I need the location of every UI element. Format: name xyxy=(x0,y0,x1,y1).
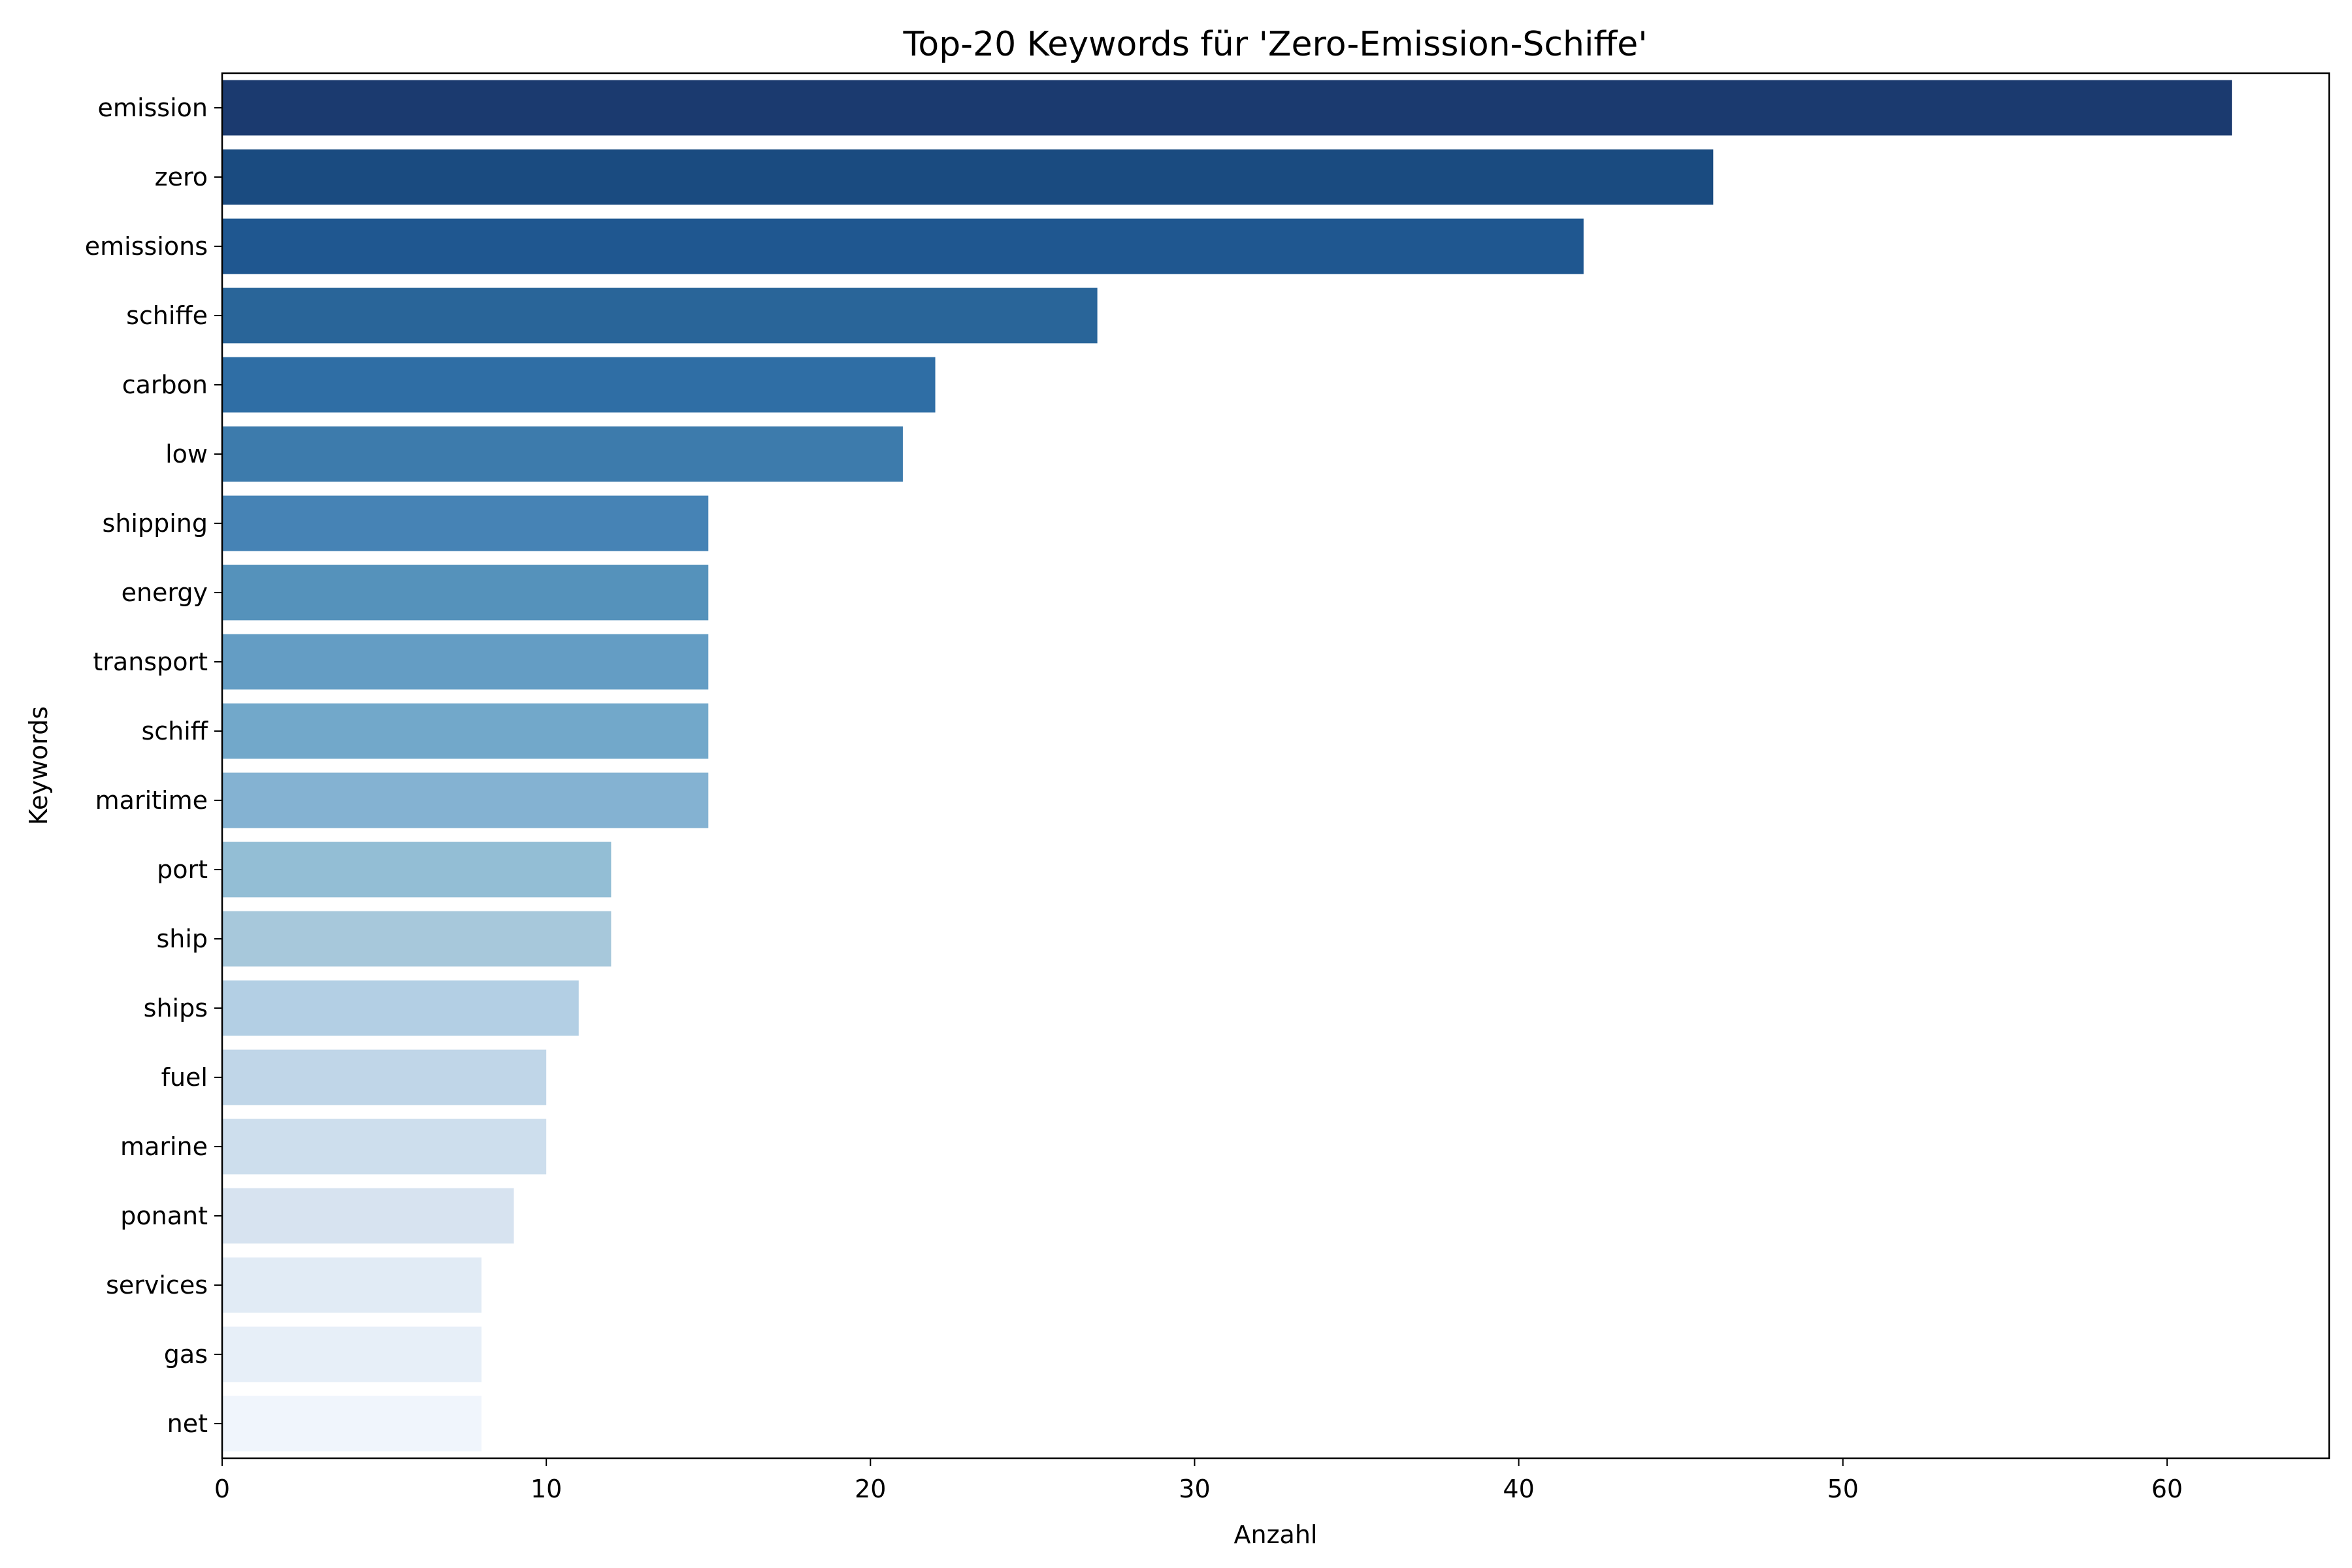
bar-services xyxy=(222,1257,482,1313)
y-tick-label: shipping xyxy=(103,509,208,538)
y-tick-label: marine xyxy=(120,1132,208,1161)
y-tick-label: zero xyxy=(155,163,208,191)
y-tick-label: services xyxy=(106,1271,208,1299)
y-tick-label: fuel xyxy=(161,1063,208,1092)
x-tick-label: 30 xyxy=(1179,1475,1210,1503)
bar-ships xyxy=(222,980,579,1036)
y-tick-label: emission xyxy=(98,93,208,122)
bar-ponant xyxy=(222,1188,514,1244)
bar-maritime xyxy=(222,772,709,828)
bars-group xyxy=(222,80,2232,1452)
y-tick-label: ship xyxy=(156,924,208,953)
x-axis-ticks: 0 10 20 30 40 50 60 xyxy=(214,1458,2183,1503)
bar-low xyxy=(222,426,903,482)
y-tick-label: gas xyxy=(164,1340,208,1369)
y-tick-label: emissions xyxy=(85,232,208,261)
bar-energy xyxy=(222,564,709,621)
x-tick-label: 10 xyxy=(531,1475,562,1503)
chart-title: Top-20 Keywords für 'Zero-Emission-Schif… xyxy=(902,25,1647,64)
bar-port xyxy=(222,841,612,898)
bar-emission xyxy=(222,80,2232,136)
plot-frame xyxy=(221,72,2330,1460)
y-tick-label: transport xyxy=(93,647,208,676)
x-tick-label: 40 xyxy=(1503,1475,1534,1503)
bar-gas xyxy=(222,1326,482,1382)
y-tick-label: port xyxy=(157,855,208,884)
bar-marine xyxy=(222,1119,547,1175)
y-tick-label: schiff xyxy=(141,717,208,745)
y-axis-ticks: emission zero emissions schiffe carbon low shi… xyxy=(85,93,222,1438)
x-axis-label: Anzahl xyxy=(1234,1520,1318,1549)
y-tick-label: maritime xyxy=(95,786,208,815)
y-tick-label: carbon xyxy=(122,370,208,399)
x-tick-label: 60 xyxy=(2151,1475,2183,1503)
y-tick-label: energy xyxy=(122,578,208,607)
x-tick-label: 20 xyxy=(855,1475,886,1503)
y-tick-label: net xyxy=(167,1409,208,1438)
bar-shipping xyxy=(222,495,709,551)
bar-schiff xyxy=(222,703,709,759)
y-axis-label: Keywords xyxy=(24,706,53,825)
y-tick-label: low xyxy=(165,440,208,468)
bar-carbon xyxy=(222,357,936,413)
x-tick-label: 50 xyxy=(1827,1475,1859,1503)
y-tick-label: ships xyxy=(144,994,208,1022)
bar-fuel xyxy=(222,1049,547,1105)
bar-transport xyxy=(222,634,709,690)
bar-emissions xyxy=(222,218,1584,274)
bar-net xyxy=(222,1396,482,1452)
x-tick-label: 0 xyxy=(214,1475,230,1503)
y-tick-label: ponant xyxy=(120,1201,208,1230)
bar-schiffe xyxy=(222,287,1098,344)
y-tick-label: schiffe xyxy=(126,301,208,330)
bar-zero xyxy=(222,149,1714,205)
bar-ship xyxy=(222,911,612,967)
